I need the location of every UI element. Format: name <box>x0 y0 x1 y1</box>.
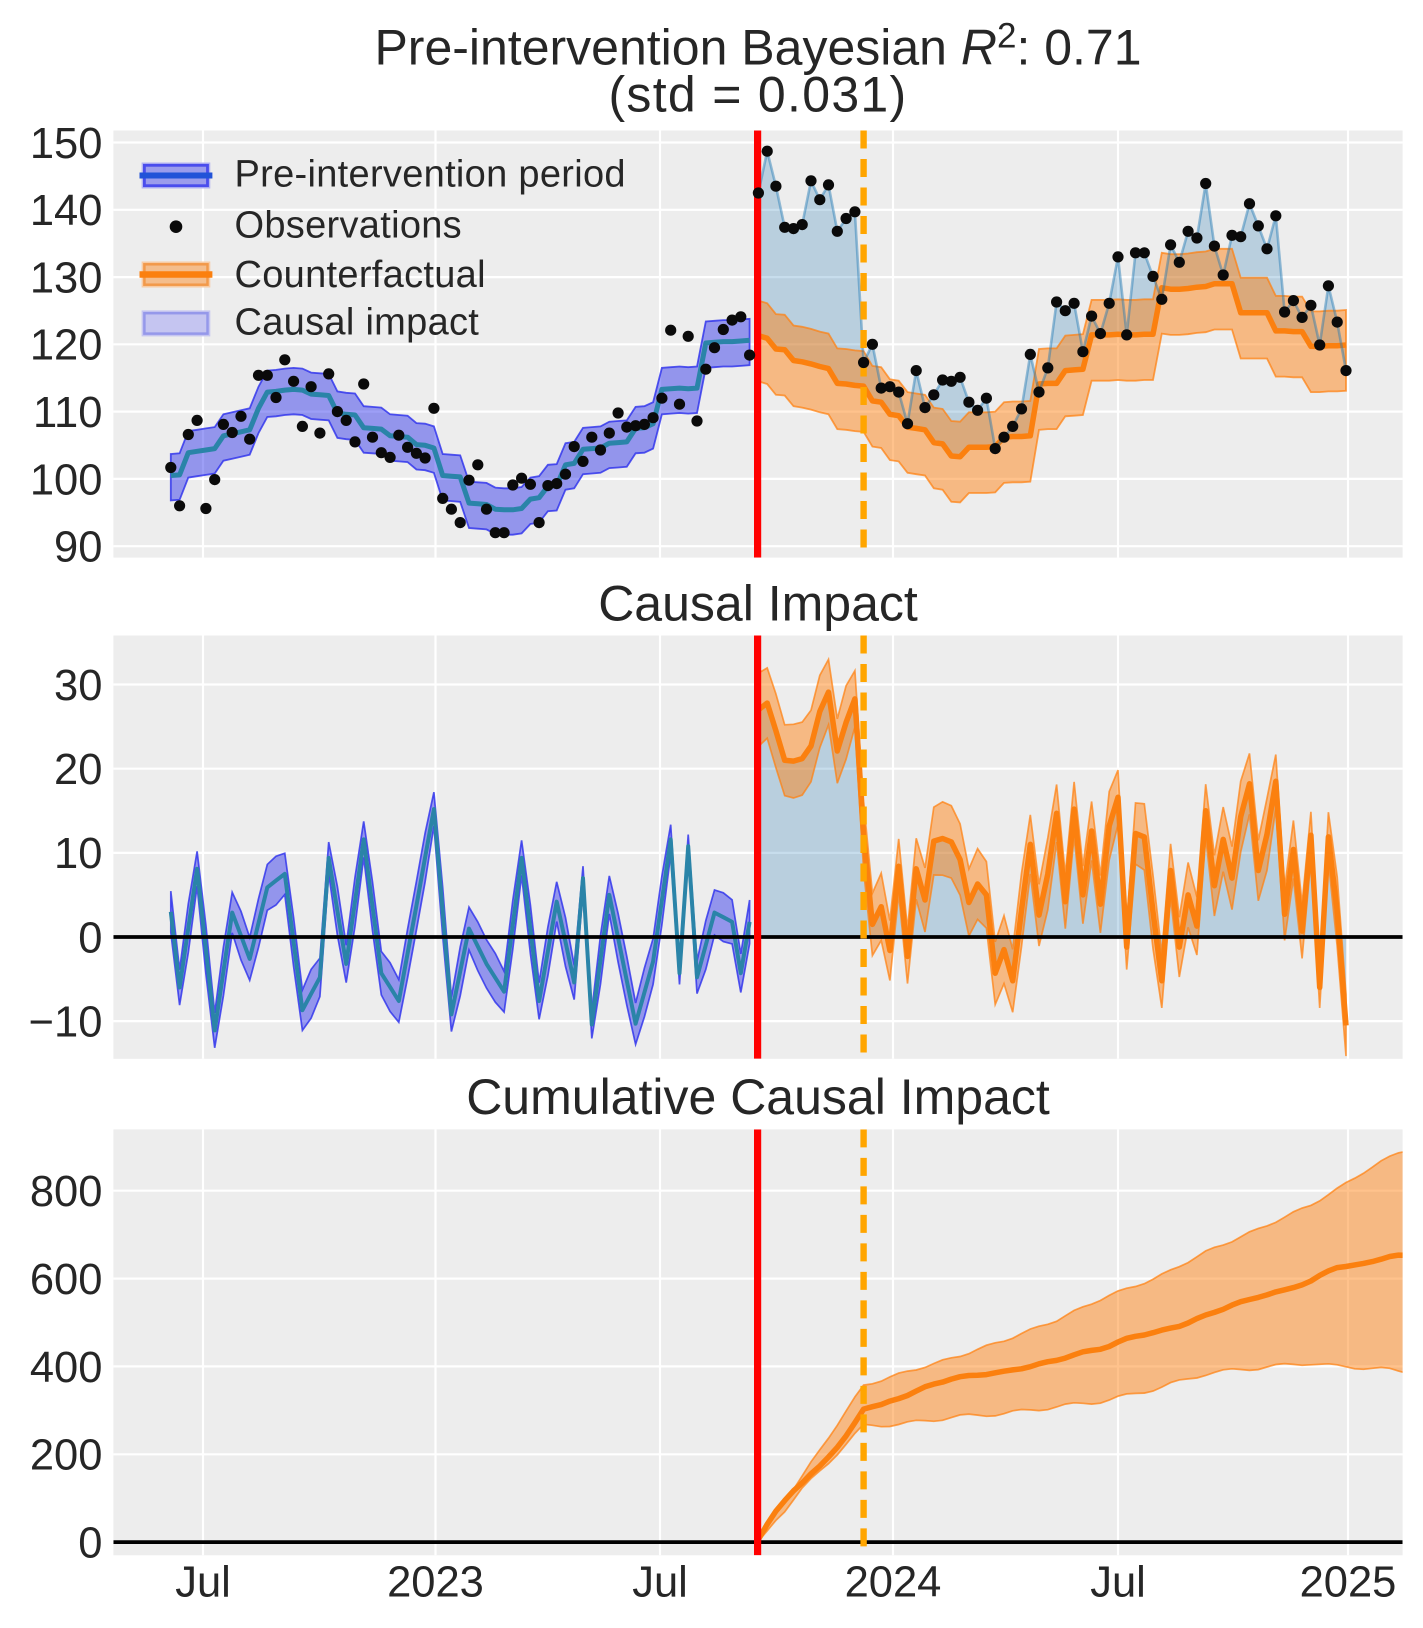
svg-text:Jul: Jul <box>175 1558 231 1606</box>
svg-text:Pre-intervention Bayesian R2:: Pre-intervention Bayesian R2: 0.71 <box>374 17 1141 76</box>
svg-text:120: 120 <box>30 322 103 370</box>
svg-text:Causal Impact: Causal Impact <box>598 575 918 631</box>
svg-text:Causal impact: Causal impact <box>235 302 480 344</box>
svg-text:(std = 0.031): (std = 0.031) <box>608 67 907 123</box>
svg-text:800: 800 <box>30 1168 103 1216</box>
svg-text:Jul: Jul <box>632 1558 688 1606</box>
svg-text:200: 200 <box>30 1432 103 1480</box>
svg-text:30: 30 <box>54 662 102 710</box>
svg-text:100: 100 <box>30 456 103 504</box>
svg-text:150: 150 <box>30 120 103 168</box>
svg-text:Cumulative Causal Impact: Cumulative Causal Impact <box>466 1069 1050 1125</box>
svg-text:600: 600 <box>30 1256 103 1304</box>
svg-text:Counterfactual: Counterfactual <box>235 254 486 296</box>
svg-text:110: 110 <box>33 389 102 437</box>
svg-text:Jul: Jul <box>1090 1558 1146 1606</box>
svg-text:0: 0 <box>78 1520 102 1568</box>
svg-text:−10: −10 <box>29 999 103 1047</box>
svg-text:90: 90 <box>54 524 102 572</box>
svg-text:2025: 2025 <box>1300 1558 1397 1606</box>
svg-text:10: 10 <box>54 830 102 878</box>
svg-text:2023: 2023 <box>387 1558 484 1606</box>
svg-text:Observations: Observations <box>235 205 462 247</box>
svg-text:2024: 2024 <box>845 1558 942 1606</box>
svg-text:20: 20 <box>54 746 102 794</box>
svg-text:130: 130 <box>30 255 103 303</box>
svg-text:0: 0 <box>78 914 102 962</box>
svg-text:Pre-intervention period: Pre-intervention period <box>235 153 626 195</box>
svg-text:400: 400 <box>30 1344 103 1392</box>
svg-text:140: 140 <box>30 187 103 235</box>
